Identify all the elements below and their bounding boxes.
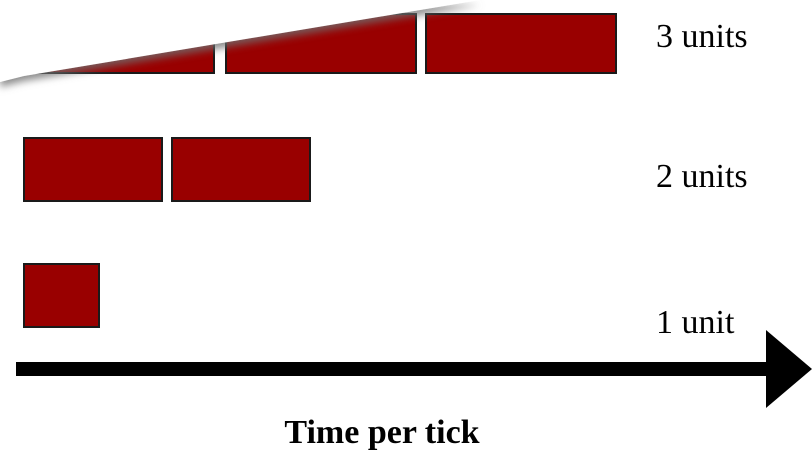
row-2-units-blocks <box>23 137 311 202</box>
unit-block <box>425 13 617 74</box>
row-label-3-units: 3 units <box>656 18 748 55</box>
unit-block <box>171 137 311 202</box>
time-axis-arrow <box>16 330 812 408</box>
row-label-2-units: 2 units <box>656 158 748 195</box>
page-curl-shadow-edge <box>0 0 480 82</box>
row-label-1-unit: 1 unit <box>656 304 735 341</box>
arrow-shaft <box>16 362 770 376</box>
arrow-head <box>766 330 812 408</box>
row-1-unit-blocks <box>23 263 100 328</box>
unit-block <box>23 263 100 328</box>
axis-title: Time per tick <box>284 414 480 451</box>
unit-block <box>23 137 163 202</box>
